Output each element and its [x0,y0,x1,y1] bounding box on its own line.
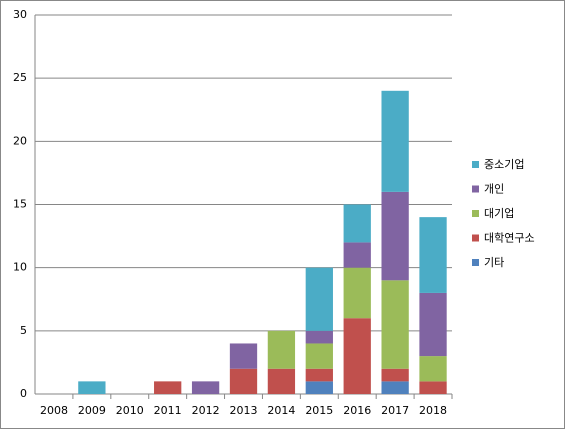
bar-segment [419,217,447,293]
legend-label: 기타 [484,256,504,269]
bar-segment [381,90,409,192]
legend-swatch [472,210,479,217]
x-tick-label: 2015 [305,404,333,417]
bar-segment [305,343,333,369]
legend-label: 중소기업 [484,158,524,171]
bar-segment [229,368,258,394]
legend-label: 개인 [484,183,504,196]
legend-label: 대기업 [484,207,514,220]
bar-segment [229,343,258,369]
x-tick-label: 2008 [40,404,68,417]
x-tick-label: 2017 [381,404,409,417]
bar-segment [154,381,182,394]
y-tick-label: 30 [13,8,27,21]
bar-segment [343,318,371,394]
x-tick-label: 2013 [230,404,258,417]
bar-segment [419,292,447,357]
legend-label: 대학연구소 [484,232,535,245]
bar-segment [381,191,409,281]
y-tick-label: 20 [13,134,27,147]
y-tick-label: 10 [13,261,27,274]
bar-segment [305,368,333,382]
y-tick-label: 0 [20,387,27,400]
bar-segment [267,368,296,394]
x-tick-label: 2016 [343,404,371,417]
bar-segment [78,381,106,394]
bar-segment [381,280,409,369]
bar-segment [343,242,371,268]
x-tick-label: 2009 [78,404,106,417]
y-tick-label: 5 [20,324,27,337]
legend-swatch [472,185,479,193]
bar-segment [381,368,409,382]
y-tick-label: 15 [13,198,27,211]
bar-segment [305,267,333,331]
bar-segment [305,381,333,394]
bar-segment [419,356,447,382]
bar-segment [419,381,447,394]
bar-segment [343,204,371,243]
bar-segment [381,381,409,394]
bar-segment [191,381,220,394]
legend-swatch [472,234,479,242]
x-tick-label: 2011 [154,404,182,417]
x-tick-label: 2010 [116,404,144,417]
legend-swatch [472,161,479,168]
y-tick-label: 25 [13,71,27,84]
legend-swatch [472,259,479,266]
x-tick-label: 2014 [267,404,295,417]
bar-segment [267,330,296,369]
bar-segment [343,267,371,319]
bar-segment [305,330,333,344]
x-tick-label: 2018 [419,404,447,417]
x-tick-label: 2012 [192,404,220,417]
